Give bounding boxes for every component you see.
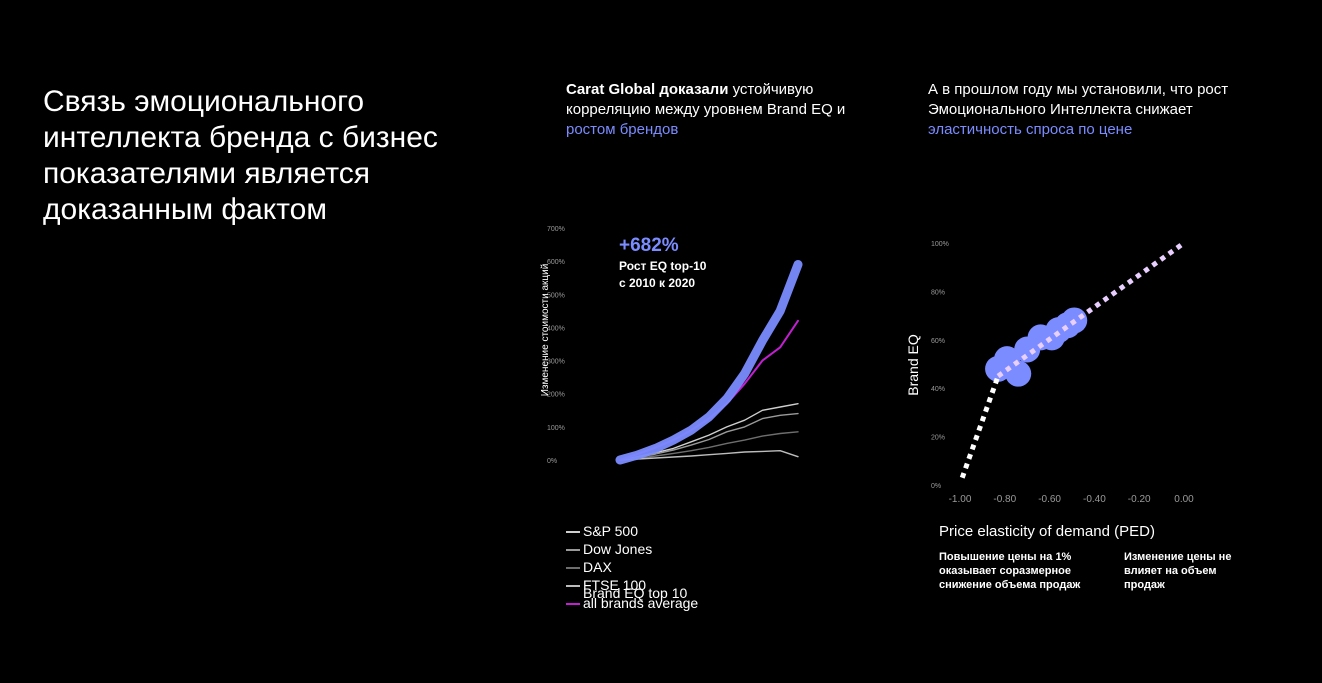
legend-entry: S&P 500: [566, 522, 698, 540]
legend-swatch: [566, 603, 580, 606]
elasticity-point: [1005, 360, 1032, 387]
elasticity-chart-xtick: -0.60: [1038, 494, 1061, 505]
legend-swatch: [566, 549, 580, 552]
stock-chart-legend: S&P 500 Dow Jones DAX FTSE 100 all brands av…: [566, 522, 698, 612]
legend-label: FTSE 100: [583, 577, 647, 593]
legend-label: DAX: [583, 559, 612, 575]
legend-label: Dow Jones: [583, 541, 653, 557]
stock-series-line: [619, 450, 799, 461]
stock-chart-ytick: 200%: [547, 392, 565, 399]
elasticity-chart-ytick: 60%: [931, 338, 945, 345]
elasticity-chart-xlabel: Price elasticity of demand (PED): [939, 523, 1155, 540]
elasticity-trend-line: [959, 375, 1001, 479]
legend-label: S&P 500: [583, 523, 639, 539]
elasticity-chart-ytick: 100%: [931, 241, 949, 248]
legend-entry: all brands average: [566, 594, 698, 612]
left-heading-bold: Carat Global доказали: [566, 81, 729, 98]
stock-growth-chart: 0% 100% 200% 300% 400% 500% 600% 700% Изменение…: [540, 226, 803, 465]
growth-caption-line2: с 2010 к 2020: [619, 276, 696, 290]
growth-caption-line1: Рост EQ top-10: [619, 259, 707, 273]
elasticity-chart-ytick: 20%: [931, 435, 945, 442]
left-heading-highlight: ростом брендов: [566, 121, 679, 138]
elasticity-chart-xtick: -0.80: [993, 494, 1016, 505]
stock-chart-ytick: 600%: [547, 259, 565, 266]
elasticity-chart-ytick: 40%: [931, 386, 945, 393]
stock-chart-ytick: 100%: [547, 425, 565, 432]
stock-chart-ytick: 500%: [547, 292, 565, 299]
legend-label: Brand EQ top 10: [583, 585, 688, 601]
right-heading-highlight: эластичность спроса по цене: [928, 121, 1133, 138]
elasticity-chart-xtick: -0.40: [1083, 494, 1106, 505]
elasticity-chart: 0% 20% 40% 60% 80% 100% -1.00 -0.80 -0.60 -0.40 -…: [905, 240, 1194, 540]
left-heading: Carat Global доказали устойчивую корреля…: [566, 80, 866, 140]
stock-chart-ylabel: Изменение стоимости акций: [540, 264, 551, 397]
stock-series-line: [619, 431, 799, 461]
stock-chart-ytick: 0%: [547, 458, 557, 465]
elasticity-chart-ytick: 0%: [931, 483, 941, 490]
growth-caption: Рост EQ top-10 с 2010 к 2020: [619, 258, 706, 292]
elasticity-chart-ylabel: Brand EQ: [905, 334, 921, 396]
legend-entry: Brand EQ top 10: [583, 584, 687, 602]
elasticity-chart-xtick: -1.00: [949, 494, 972, 505]
note-right: Изменение цены не влияет на объем продаж: [1124, 551, 1232, 591]
slide-title: Связь эмоционального интеллекта бренда с…: [43, 85, 438, 226]
note-left: Повышение цены на 1% оказывает соразмерн…: [939, 551, 1081, 591]
elasticity-trend-line: [996, 240, 1186, 379]
growth-value: +682%: [619, 235, 679, 256]
elasticity-chart-xtick: -0.20: [1128, 494, 1151, 505]
legend-swatch: [566, 531, 580, 534]
stock-chart-ytick: 700%: [547, 226, 565, 233]
right-heading-text: А в прошлом году мы установили, что рост…: [928, 81, 1229, 118]
legend-swatch: [566, 585, 580, 588]
legend-swatch: [566, 567, 580, 570]
legend-entry: FTSE 100: [566, 576, 698, 594]
legend-entry: Dow Jones: [566, 540, 698, 558]
stock-series-line: [615, 260, 803, 465]
stock-chart-ytick: 300%: [547, 359, 565, 366]
elasticity-chart-xtick: 0.00: [1174, 494, 1194, 505]
right-heading: А в прошлом году мы установили, что рост…: [928, 80, 1238, 140]
stock-chart-ytick: 400%: [547, 325, 565, 332]
legend-label: all brands average: [583, 595, 699, 611]
left-heading-rest: устойчивую корреляцию между уровнем Bran…: [566, 81, 846, 118]
elasticity-chart-ytick: 80%: [931, 289, 945, 296]
legend-entry: DAX: [566, 558, 698, 576]
